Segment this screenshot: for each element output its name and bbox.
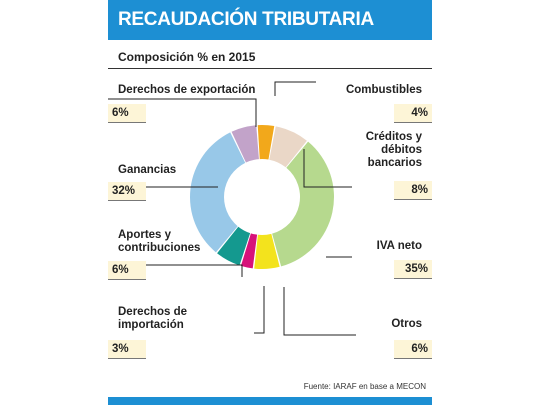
label-ganancias-name: Ganancias	[118, 164, 177, 176]
leader-creditos	[303, 149, 352, 188]
leader-lines	[108, 81, 356, 336]
source-note: Fuente: IARAF en base a MECON	[303, 382, 426, 391]
slice-iva-neto	[272, 141, 334, 267]
pct-combustibles: 4%	[394, 104, 432, 123]
title-bar: RECAUDACIÓN TRIBUTARIA	[108, 0, 432, 40]
leader-aportes	[108, 264, 243, 277]
slice-derechos-de-importación	[240, 233, 258, 269]
label-exportacion-name: Derechos de exportación	[118, 84, 256, 96]
pct-ganancias: 32%	[108, 182, 146, 201]
slice-otros	[254, 233, 280, 269]
label-otros: Otros	[391, 318, 422, 331]
label-importacion: Derechos de importación	[118, 306, 187, 332]
label-combustibles: Combustibles	[346, 84, 422, 97]
label-importacion-line1: Derechos de	[118, 306, 188, 318]
bottom-bar	[108, 397, 432, 405]
pct-importacion: 3%	[108, 340, 146, 359]
label-combustibles-name: Combustibles	[345, 84, 422, 96]
pct-aportes: 6%	[108, 261, 146, 280]
label-iva-name: IVA neto	[376, 240, 422, 252]
donut-slices	[189, 125, 334, 269]
leader-otros	[283, 287, 356, 336]
pct-otros: 6%	[394, 340, 432, 359]
leader-importacion	[254, 286, 265, 334]
leader-combustibles	[274, 81, 316, 96]
label-otros-name: Otros	[391, 318, 422, 330]
slice-derechos-de-exportación	[231, 125, 259, 163]
label-creditos: Créditos y débitos bancarios	[366, 131, 422, 170]
pct-iva: 35%	[394, 260, 432, 279]
infographic-frame: RECAUDACIÓN TRIBUTARIA Composición % en …	[108, 0, 432, 405]
chart-title: RECAUDACIÓN TRIBUTARIA	[118, 9, 374, 30]
donut-chart	[108, 81, 356, 336]
label-ganancias: Ganancias	[118, 164, 176, 177]
pct-creditos: 8%	[394, 181, 432, 200]
label-importacion-line2: importación	[118, 319, 184, 331]
label-aportes-line1: Aportes y	[118, 229, 172, 241]
label-exportacion: Derechos de exportación	[118, 84, 255, 97]
chart-subtitle: Composición % en 2015	[118, 50, 256, 64]
slice-aportes-y-contribuciones	[217, 226, 251, 266]
label-creditos-line2: débitos	[381, 144, 422, 156]
slice-ganancias	[189, 132, 246, 253]
label-creditos-line1: Créditos y	[365, 131, 422, 143]
label-iva: IVA neto	[377, 240, 422, 253]
slice-créditos-y-débitos-bancarios	[269, 126, 307, 168]
label-aportes-line2: contribuciones	[118, 242, 201, 254]
label-aportes: Aportes y contribuciones	[118, 229, 200, 255]
slice-combustibles	[257, 125, 275, 160]
leader-exportacion	[108, 98, 257, 127]
label-creditos-line3: bancarios	[367, 157, 422, 169]
subtitle-divider	[108, 68, 432, 69]
pct-exportacion: 6%	[108, 104, 146, 123]
